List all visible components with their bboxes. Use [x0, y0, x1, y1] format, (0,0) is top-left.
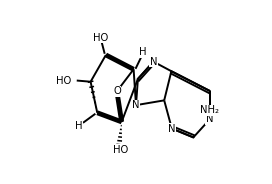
Text: HO: HO [56, 75, 71, 86]
Text: N: N [150, 57, 157, 67]
Text: NH₂: NH₂ [200, 105, 219, 115]
Text: H: H [140, 47, 147, 57]
Text: H: H [75, 121, 82, 131]
Text: N: N [168, 124, 176, 134]
Text: N: N [132, 100, 140, 110]
Text: HO: HO [93, 33, 108, 43]
Text: O: O [113, 86, 121, 96]
Text: N: N [206, 114, 213, 125]
Text: HO: HO [113, 145, 128, 155]
